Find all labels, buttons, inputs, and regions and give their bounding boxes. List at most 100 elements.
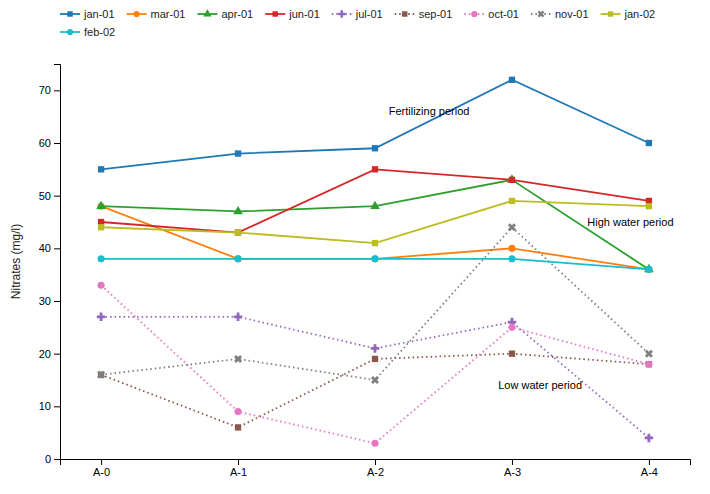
legend-marker	[338, 10, 345, 17]
point-marker	[233, 206, 243, 214]
point-marker	[645, 266, 652, 273]
series	[98, 255, 653, 273]
tick-mark	[54, 90, 60, 91]
x-tick: A-0	[93, 459, 110, 478]
annotation: Fertilizing period	[389, 105, 470, 117]
point-marker	[235, 150, 241, 156]
axis-line	[61, 460, 691, 466]
tick-label: A-0	[93, 466, 110, 478]
point-marker	[643, 348, 655, 360]
series	[98, 282, 653, 447]
point-marker	[506, 221, 518, 233]
x-tick: A-3	[504, 459, 521, 478]
point-marker	[509, 351, 515, 357]
plot: 010203040506070A-0A-1A-2A-3A-4Fertilizin…	[39, 65, 691, 478]
point-marker	[98, 224, 104, 230]
tick-mark	[375, 459, 376, 465]
legend-label: jul-01	[355, 8, 383, 20]
legend-marker	[471, 11, 477, 17]
legend-label: feb-02	[84, 26, 115, 38]
legend-label: jan-01	[83, 8, 115, 20]
tick-label: A-3	[504, 466, 521, 478]
legend-marker	[608, 11, 613, 16]
point-marker	[644, 264, 654, 272]
point-marker	[371, 440, 378, 447]
point-marker	[95, 369, 107, 381]
legend-item: apr-01	[197, 8, 253, 20]
tick-label: 50	[39, 190, 51, 202]
point-marker	[646, 203, 652, 209]
series	[98, 203, 653, 273]
tick-mark	[54, 248, 60, 249]
point-marker	[371, 255, 378, 262]
legend-marker	[402, 11, 407, 16]
y-tick: 70	[39, 84, 60, 96]
marks	[95, 77, 655, 447]
annotation: High water period	[587, 216, 673, 228]
legend: jan-01mar-01apr-01jun-01jul-01sep-01oct-…	[60, 8, 655, 38]
tick-label: 20	[39, 348, 51, 360]
point-marker	[98, 282, 105, 289]
series-line	[101, 354, 649, 428]
series-line	[101, 80, 649, 170]
legend-item: nov-01	[531, 8, 589, 20]
tick-mark	[512, 459, 513, 465]
point-marker	[645, 266, 652, 273]
point-marker	[235, 424, 241, 430]
annotations: Fertilizing period High water period Low w…	[389, 105, 674, 391]
legend-marker	[67, 11, 72, 16]
tick-mark	[54, 354, 60, 355]
y-tick: 50	[39, 190, 60, 202]
tick-label: 70	[39, 84, 51, 96]
tick-mark	[238, 459, 239, 465]
tick-mark	[54, 406, 60, 407]
axis-line	[54, 65, 61, 460]
y-tick: 30	[39, 295, 60, 307]
legend-label: apr-01	[221, 8, 253, 20]
point-marker	[646, 361, 652, 367]
legend-label: jun-01	[288, 8, 320, 20]
point-marker	[508, 255, 515, 262]
series	[98, 166, 652, 236]
point-marker	[369, 374, 381, 386]
legend-label: mar-01	[151, 8, 186, 20]
tick-label: A-2	[367, 466, 384, 478]
point-marker	[97, 313, 105, 321]
x-tick: A-2	[367, 459, 384, 478]
tick-label: 40	[39, 242, 51, 254]
legend-item: jan-01	[60, 8, 115, 20]
tick-mark	[54, 196, 60, 197]
point-marker	[372, 166, 378, 172]
point-marker	[509, 77, 515, 83]
legend-marker	[67, 29, 73, 35]
legend-item: mar-01	[127, 8, 186, 20]
legend-marker	[536, 9, 546, 19]
tick-label: A-1	[230, 466, 247, 478]
point-marker	[235, 229, 241, 235]
x-axis: A-0 A-1 A-2 A-3 A-4	[61, 459, 691, 478]
tick-mark	[101, 459, 102, 465]
tick-mark	[54, 459, 60, 460]
tick-mark	[54, 301, 60, 302]
point-marker	[372, 145, 378, 151]
series	[98, 77, 652, 173]
x-tick: A-4	[641, 459, 658, 478]
tick-mark	[649, 459, 650, 465]
chart-svg: jan-01mar-01apr-01jun-01jul-01sep-01oct-…	[0, 0, 710, 494]
point-marker	[645, 434, 653, 442]
series	[98, 198, 652, 246]
legend-item: sep-01	[395, 8, 453, 20]
y-axis-title: Nitrates (mg/l)	[9, 224, 23, 299]
point-marker	[371, 255, 378, 262]
legend-marker	[203, 9, 211, 16]
tick-label: A-4	[641, 466, 658, 478]
legend-item: jul-01	[332, 8, 383, 20]
series	[98, 351, 652, 431]
point-marker	[509, 177, 515, 183]
annotation: Low water period	[498, 379, 582, 391]
point-marker	[372, 356, 378, 362]
series	[97, 313, 653, 443]
series-line	[101, 180, 649, 270]
legend-item: jun-01	[265, 8, 320, 20]
point-marker	[508, 324, 515, 331]
